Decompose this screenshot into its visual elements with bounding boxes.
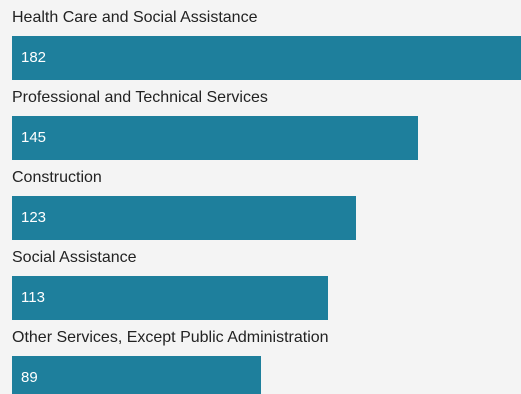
bar-value-label: 123 bbox=[21, 209, 47, 226]
bar-value-label: 113 bbox=[21, 289, 45, 306]
bar: 145 bbox=[12, 116, 418, 160]
category-label: Health Care and Social Assistance bbox=[12, 9, 258, 26]
category-label: Professional and Technical Services bbox=[12, 89, 268, 106]
bar-value-label: 145 bbox=[21, 129, 47, 146]
bar-value-label: 89 bbox=[21, 369, 38, 386]
category-label: Other Services, Except Public Administra… bbox=[12, 329, 329, 346]
category-label: Construction bbox=[12, 169, 102, 186]
bar-value-label: 182 bbox=[21, 49, 47, 66]
bar: 113 bbox=[12, 276, 328, 320]
category-label: Social Assistance bbox=[12, 249, 137, 266]
bar: 182 bbox=[12, 36, 521, 80]
bar: 89 bbox=[12, 356, 261, 394]
bar: 123 bbox=[12, 196, 356, 240]
